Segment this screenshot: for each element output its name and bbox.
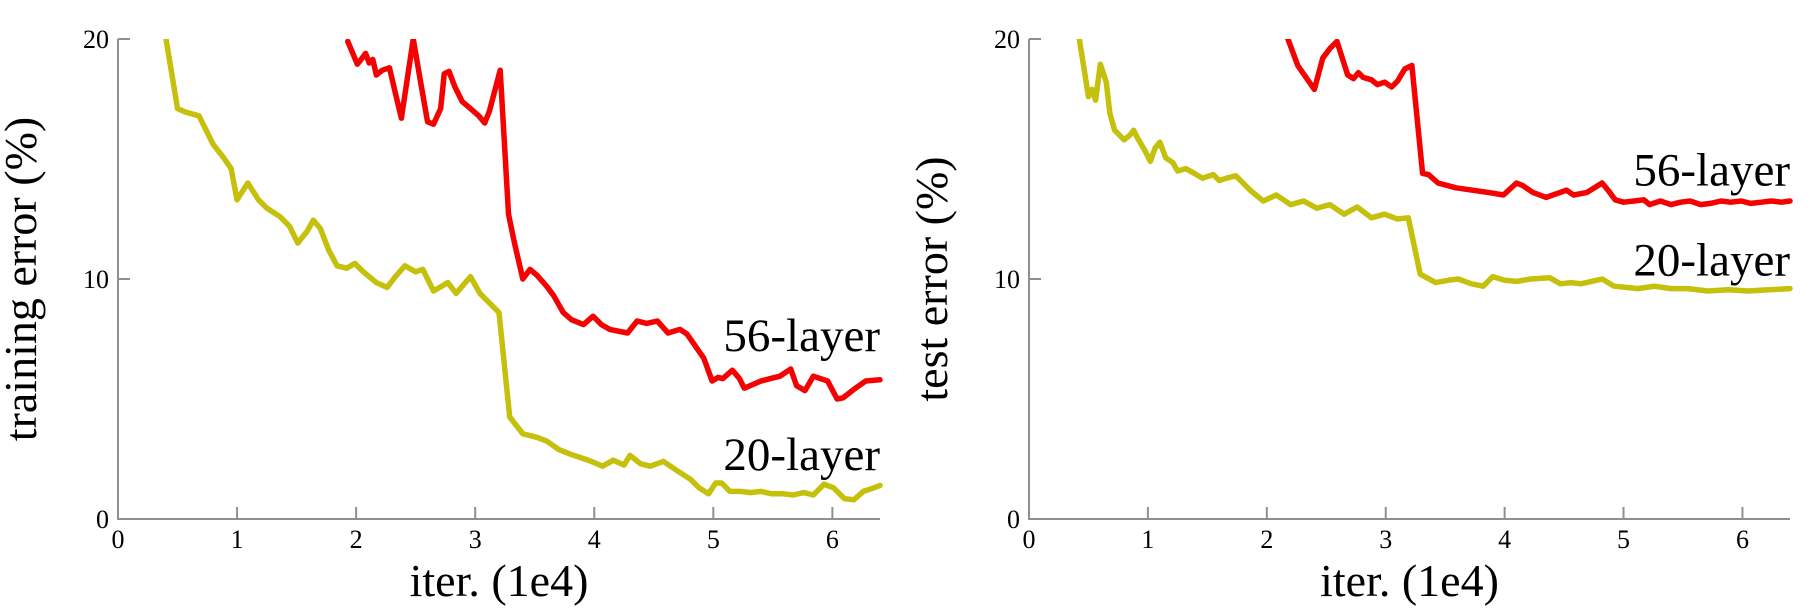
x-tick-label: 4 [1498,525,1511,554]
x-tick-label: 4 [588,525,601,554]
y-tick-label: 10 [994,265,1020,294]
x-tick-label: 3 [1379,525,1392,554]
x-tick-label: 6 [826,525,839,554]
x-tick-label: 5 [1617,525,1630,554]
x-tick-label: 0 [1023,525,1036,554]
y-tick-label: 20 [994,25,1020,54]
x-tick-label: 1 [1141,525,1154,554]
series-line-20-layer [163,39,883,503]
y-tick-label: 20 [83,25,109,54]
x-axis-title: iter. (1e4) [410,555,589,606]
x-tick-label: 6 [1736,525,1749,554]
x-tick-label: 1 [231,525,244,554]
x-tick-label: 2 [350,525,363,554]
x-axis-title: iter. (1e4) [1320,555,1499,606]
chart-1: 0 10 20 0 1 2 3 4 5 6 iter. (1e4) test error (%) 56-… [906,25,1793,606]
x-tick-label: 3 [469,525,482,554]
y-axis-title: training error (%) [0,117,46,441]
y-tick-label: 0 [1007,505,1020,534]
x-tick-label: 5 [707,525,720,554]
series-annotation-56-layer: 56-layer [723,310,880,362]
chart-0: 0 10 20 0 1 2 3 4 5 6 iter. (1e4) training error (%… [0,25,883,606]
series-line-56-layer [1284,39,1793,208]
y-tick-label: 10 [83,265,109,294]
y-axis-title: test error (%) [906,156,957,401]
series-annotation-20-layer: 20-layer [723,429,880,481]
series-annotation-56-layer: 56-layer [1633,144,1790,196]
x-tick-label: 2 [1260,525,1273,554]
x-tick-label: 0 [112,525,125,554]
series-line-20-layer [1076,39,1793,294]
y-tick-label: 0 [96,505,109,534]
series-line-56-layer [345,39,883,402]
series-annotation-20-layer: 20-layer [1633,234,1790,286]
